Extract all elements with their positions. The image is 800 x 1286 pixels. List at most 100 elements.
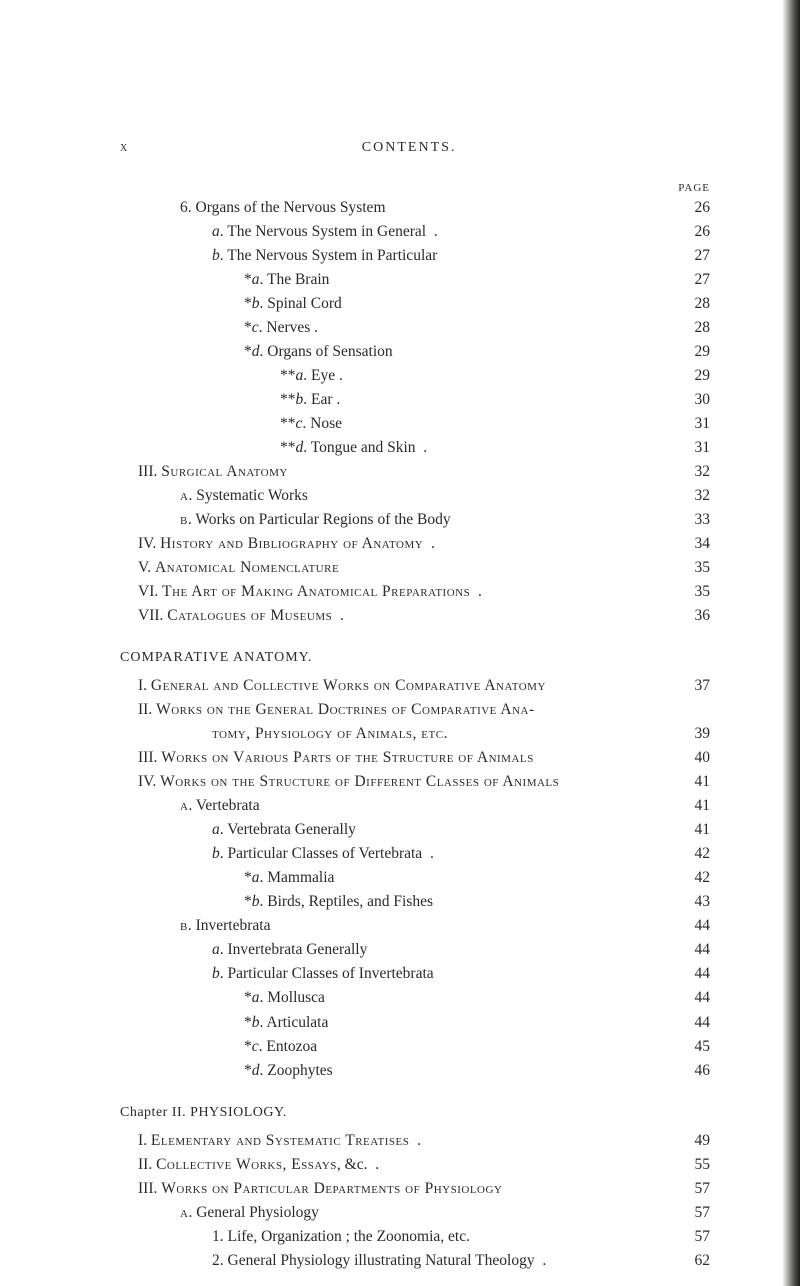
running-header: x CONTENTS. — [120, 140, 710, 156]
toc-label: 2. General Physiology illustrating Natur… — [212, 1249, 546, 1273]
toc-line: IV. Works on the Structure of Different … — [120, 770, 710, 794]
toc-page: 40 — [670, 746, 710, 770]
toc-line: III. Works on Various Parts of the Struc… — [120, 746, 710, 770]
toc-page: 49 — [670, 1129, 710, 1153]
toc-line: *d. Zoophytes46 — [120, 1059, 710, 1083]
toc-line: 1. Life, Organization ; the Zoonomia, et… — [120, 1225, 710, 1249]
toc-page: 44 — [670, 1011, 710, 1035]
toc-label: *b. Birds, Reptiles, and Fishes — [244, 890, 433, 914]
toc-page: 35 — [670, 580, 710, 604]
toc-line: b. Particular Classes of Vertebrata . 42 — [120, 842, 710, 866]
toc-label: a. Vertebrata Generally — [212, 818, 356, 842]
toc-label: III. Surgical Anatomy — [138, 460, 288, 484]
toc-label: b. Particular Classes of Invertebrata — [212, 962, 434, 986]
toc-page: 28 — [670, 292, 710, 316]
toc-page: 33 — [670, 508, 710, 532]
toc-label: a. The Nervous System in General . — [212, 220, 438, 244]
toc-page: 45 — [670, 1035, 710, 1059]
page-number: x — [120, 140, 128, 156]
toc-page: 37 — [670, 674, 710, 698]
table-of-contents: 6. Organs of the Nervous System26a. The … — [120, 196, 710, 1273]
toc-line: III. Works on Particular Departments of … — [120, 1177, 710, 1201]
toc-page: 42 — [670, 842, 710, 866]
toc-line: V. Anatomical Nomenclature 35 — [120, 556, 710, 580]
toc-label: b. The Nervous System in Particular — [212, 244, 437, 268]
toc-label: *c. Entozoa — [244, 1035, 317, 1059]
toc-page: 41 — [670, 818, 710, 842]
toc-label: *a. Mammalia — [244, 866, 334, 890]
toc-label: **d. Tongue and Skin . — [280, 436, 427, 460]
toc-line: *c. Nerves .28 — [120, 316, 710, 340]
toc-line: *a. Mollusca 44 — [120, 986, 710, 1010]
toc-line: a. Vertebrata Generally 41 — [120, 818, 710, 842]
toc-page: 35 — [670, 556, 710, 580]
toc-line: a. The Nervous System in General . 26 — [120, 220, 710, 244]
toc-line: b. Works on Particular Regions of the Bo… — [120, 508, 710, 532]
toc-page: 30 — [670, 388, 710, 412]
toc-line: **a. Eye .29 — [120, 364, 710, 388]
page-column-label: PAGE — [120, 182, 710, 194]
toc-line: a. Systematic Works32 — [120, 484, 710, 508]
toc-page: 26 — [670, 220, 710, 244]
toc-label: 6. Organs of the Nervous System — [180, 196, 386, 220]
toc-line: *c. Entozoa 45 — [120, 1035, 710, 1059]
toc-line: tomy, Physiology of Animals, etc. 39 — [120, 722, 710, 746]
toc-line: *a. Mammalia 42 — [120, 866, 710, 890]
page: x CONTENTS. PAGE 6. Organs of the Nervou… — [0, 0, 800, 1286]
toc-page: 29 — [670, 340, 710, 364]
header-title: CONTENTS. — [128, 140, 690, 156]
toc-line: VII. Catalogues of Museums . 36 — [120, 604, 710, 628]
toc-label: *d. Zoophytes — [244, 1059, 333, 1083]
toc-line: *d. Organs of Sensation29 — [120, 340, 710, 364]
toc-label: *a. The Brain — [244, 268, 329, 292]
toc-line: 6. Organs of the Nervous System26 — [120, 196, 710, 220]
toc-line: 2. General Physiology illustrating Natur… — [120, 1249, 710, 1273]
toc-line: II. Works on the General Doctrines of Co… — [120, 698, 710, 722]
toc-page: 29 — [670, 364, 710, 388]
toc-page: 44 — [670, 962, 710, 986]
toc-page: 43 — [670, 890, 710, 914]
toc-page: 44 — [670, 938, 710, 962]
toc-label: *c. Nerves . — [244, 316, 318, 340]
toc-line: *b. Spinal Cord28 — [120, 292, 710, 316]
toc-line: b. The Nervous System in Particular27 — [120, 244, 710, 268]
toc-line: b. Invertebrata44 — [120, 914, 710, 938]
toc-label: II. Collective Works, Essays, &c. . — [138, 1153, 379, 1177]
chapter-heading: Chapter II. PHYSIOLOGY. — [120, 1105, 710, 1121]
binding-shadow — [782, 0, 800, 1286]
toc-page: 32 — [670, 460, 710, 484]
toc-label: tomy, Physiology of Animals, etc. — [212, 722, 448, 746]
toc-page: 36 — [670, 604, 710, 628]
toc-line: I. Elementary and Systematic Treatises .… — [120, 1129, 710, 1153]
toc-label: 1. Life, Organization ; the Zoonomia, et… — [212, 1225, 470, 1249]
toc-line: a. Vertebrata41 — [120, 794, 710, 818]
toc-label: V. Anatomical Nomenclature — [138, 556, 339, 580]
toc-label: III. Works on Various Parts of the Struc… — [138, 746, 534, 770]
toc-page: 57 — [670, 1201, 710, 1225]
toc-page: 31 — [670, 436, 710, 460]
toc-label: b. Works on Particular Regions of the Bo… — [180, 508, 451, 532]
toc-page: 57 — [670, 1177, 710, 1201]
toc-label: b. Particular Classes of Vertebrata . — [212, 842, 434, 866]
toc-label: *a. Mollusca — [244, 986, 325, 1010]
toc-page: 39 — [670, 722, 710, 746]
toc-label: *b. Articulata — [244, 1011, 328, 1035]
toc-page: 44 — [670, 986, 710, 1010]
toc-page: 31 — [670, 412, 710, 436]
toc-page: 55 — [670, 1153, 710, 1177]
toc-line: b. Particular Classes of Invertebrata 44 — [120, 962, 710, 986]
toc-page: 57 — [670, 1225, 710, 1249]
toc-label: VII. Catalogues of Museums . — [138, 604, 344, 628]
toc-line: IV. History and Bibliography of Anatomy … — [120, 532, 710, 556]
toc-line: *b. Birds, Reptiles, and Fishes 43 — [120, 890, 710, 914]
toc-line: a. Invertebrata Generally44 — [120, 938, 710, 962]
toc-line: **b. Ear .30 — [120, 388, 710, 412]
toc-page: 42 — [670, 866, 710, 890]
toc-label: I. General and Collective Works on Compa… — [138, 674, 546, 698]
toc-page: 34 — [670, 532, 710, 556]
toc-label: a. Vertebrata — [180, 794, 260, 818]
toc-page: 41 — [670, 770, 710, 794]
toc-page: 44 — [670, 914, 710, 938]
toc-line: a. General Physiology57 — [120, 1201, 710, 1225]
toc-label: **c. Nose — [280, 412, 342, 436]
